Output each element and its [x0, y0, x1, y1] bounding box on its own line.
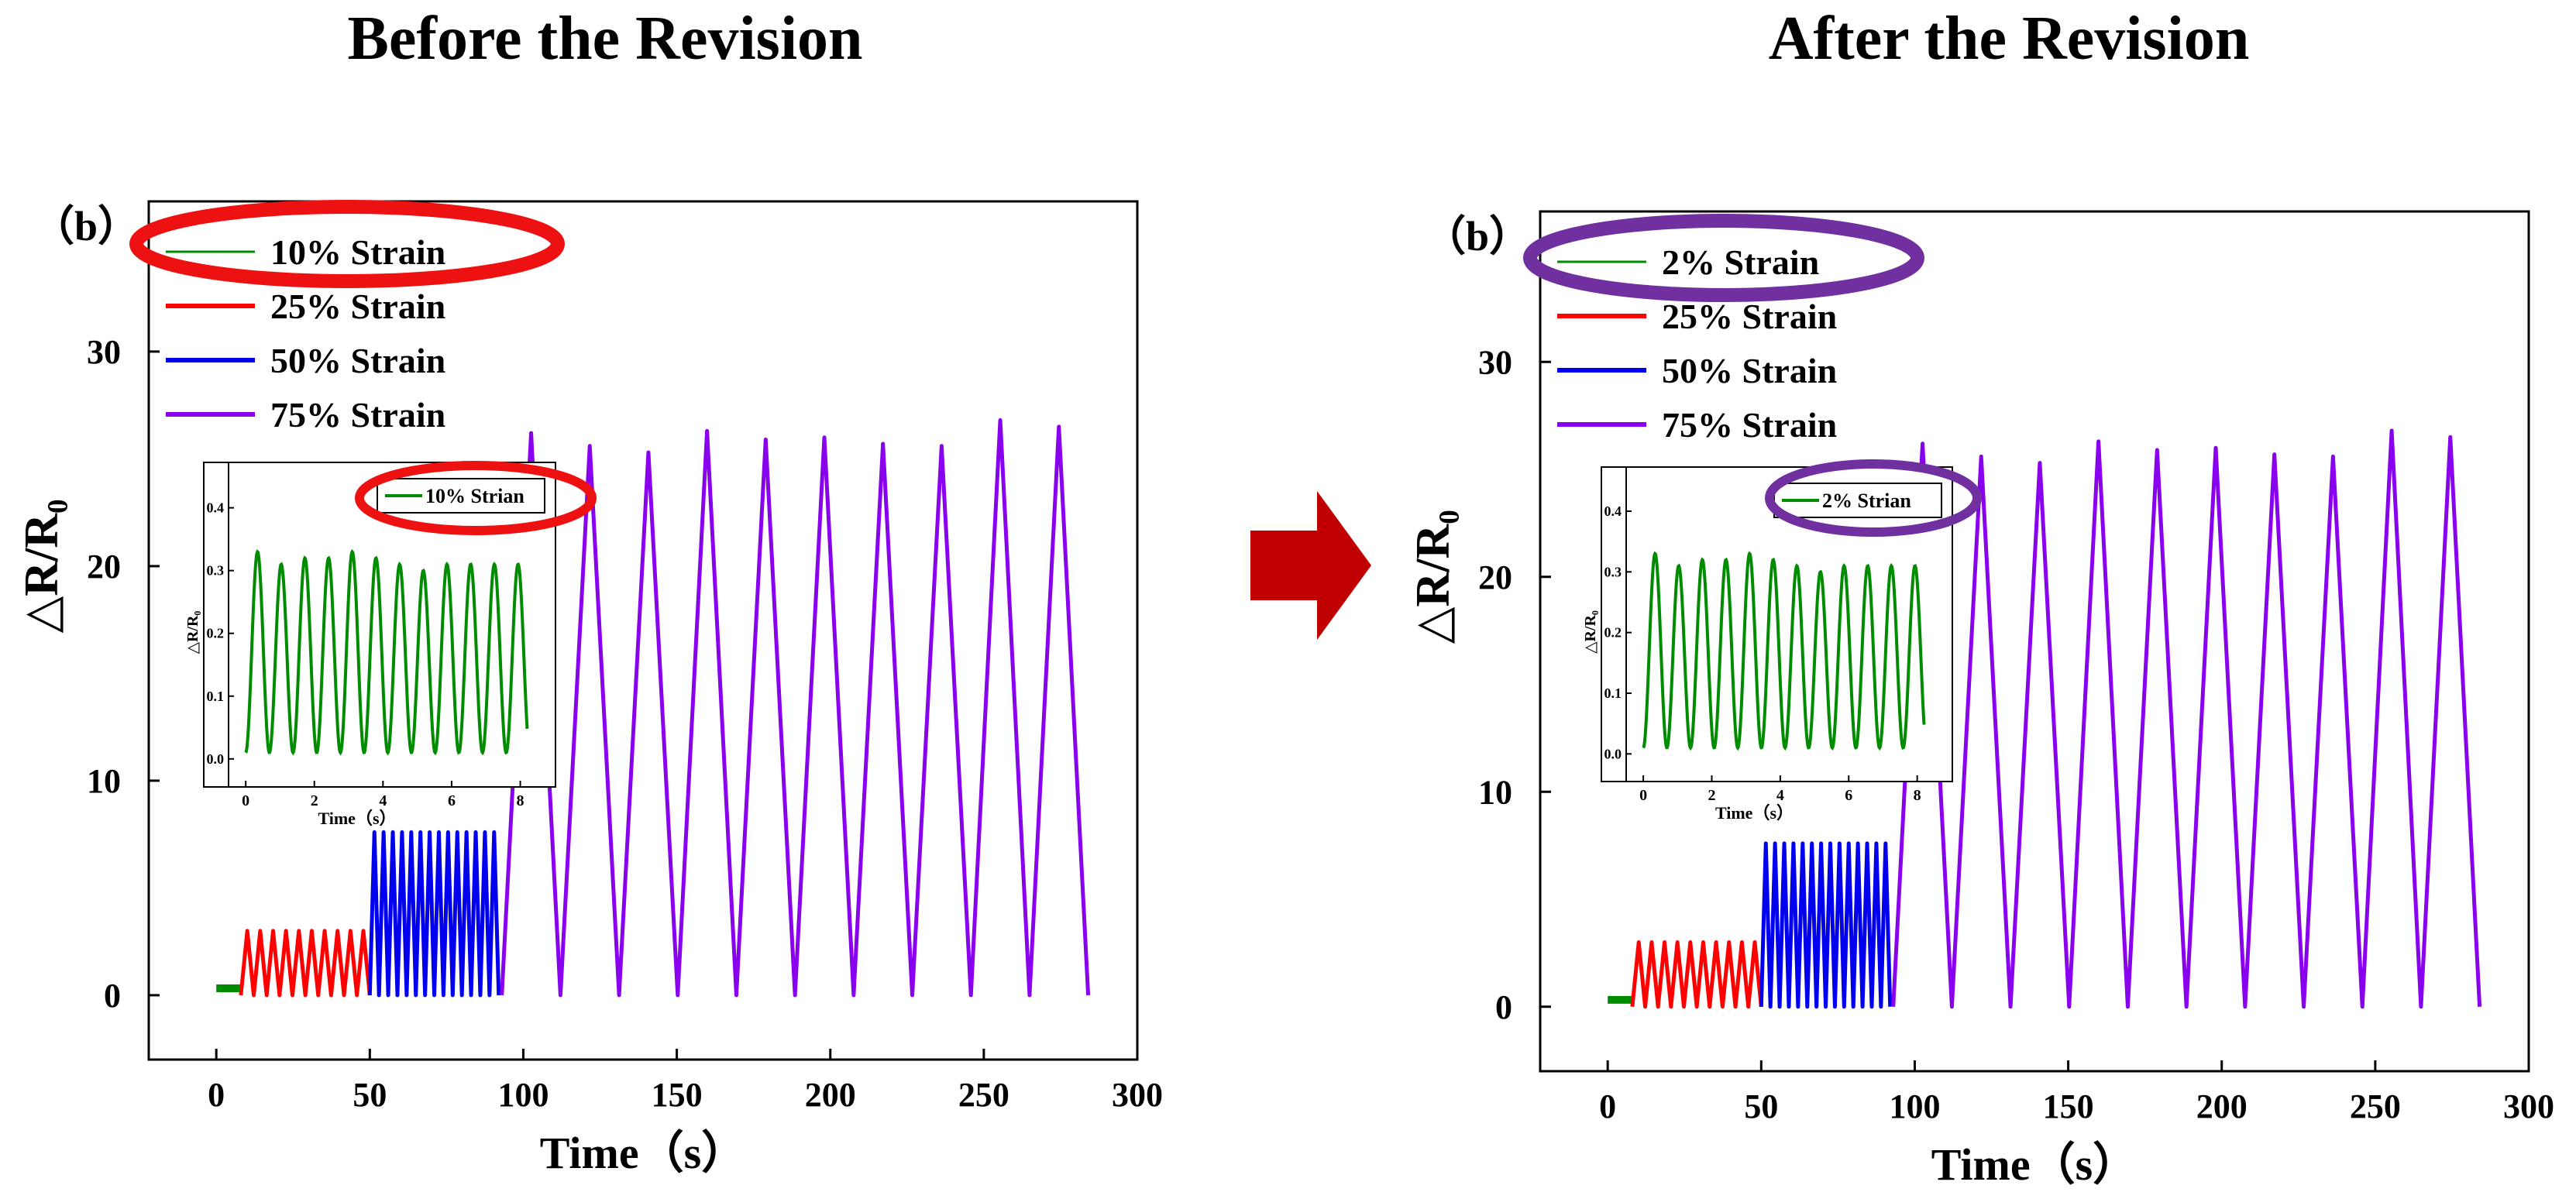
x-tick-label: 0	[1599, 1087, 1616, 1125]
legend-label: 25% Strain	[270, 287, 445, 326]
right-title: After the Revision	[1769, 5, 2250, 73]
inset-legend-label: 10% Strian	[425, 485, 524, 507]
y-tick-label: 10	[1478, 773, 1512, 811]
inset-highlight-ellipse	[1765, 459, 1982, 537]
inset-y-axis-label: △R/R₀	[184, 611, 201, 654]
x-tick-label: 250	[958, 1076, 1009, 1114]
x-tick-label: 100	[1889, 1087, 1940, 1125]
inset-chart: 0 2 4 6 8 0.0 0.1 0.2 0.3 0.4 Time（s） △R/R₀ 2% Stria…	[1582, 466, 1953, 823]
legend-label: 25% Strain	[1662, 297, 1837, 336]
x-tick-label: 50	[353, 1076, 387, 1114]
inset-y-tick-label: 0.0	[1604, 746, 1622, 761]
x-tick-label: 150	[2043, 1087, 2094, 1125]
chart-after-revision: 0 50 100 150 200 250 3000102030Time（s）△R/R₀（b）…	[1407, 210, 2554, 1190]
inset-y-tick-label: 0.2	[207, 626, 225, 641]
inset-legend-label: 2% Strian	[1822, 490, 1911, 512]
x-tick-label: 300	[2503, 1087, 2554, 1125]
inset-y-tick-label: 0.3	[1604, 564, 1622, 579]
series-line-2	[1759, 841, 1893, 1009]
inset-y-tick-label: 0.0	[207, 751, 225, 767]
series-line-1	[239, 929, 372, 998]
inset-legend-box	[377, 478, 545, 514]
inset-x-tick-label: 2	[1708, 787, 1715, 804]
plot-frame	[1539, 210, 2530, 1073]
inset-x-tick-label: 6	[1845, 787, 1852, 804]
inset-y-tick-label: 0.4	[1604, 503, 1622, 519]
inset-y-tick-label: 0.1	[207, 689, 225, 704]
inset-x-tick-label: 8	[517, 792, 524, 809]
series-line-1	[1630, 940, 1763, 1009]
y-tick-label: 20	[1478, 558, 1512, 596]
panel-label: （b）	[33, 203, 139, 249]
inset-x-axis-label: Time（s）	[1715, 803, 1794, 823]
legend-label: 50% Strain	[270, 341, 445, 380]
x-tick-label: 0	[208, 1076, 225, 1114]
inset-x-tick-label: 0	[242, 792, 249, 809]
legend-highlight-ellipse	[1523, 214, 1924, 302]
inset-y-tick-label: 0.3	[207, 563, 225, 579]
chart-before-revision: 0 50 100 150 200 250 3000102030Time（s）△R/R₀（b）…	[15, 200, 1163, 1178]
legend-label: 75% Strain	[1662, 405, 1837, 445]
inset-x-tick-label: 0	[1639, 787, 1647, 804]
x-tick-label: 200	[2196, 1087, 2248, 1125]
y-tick-label: 10	[87, 762, 121, 800]
legend-label: 2% Strain	[1662, 242, 1819, 282]
inset-y-axis-label: △R/R₀	[1582, 610, 1599, 654]
inset-x-axis-label: Time（s）	[318, 809, 396, 828]
y-tick-label: 0	[1495, 988, 1512, 1026]
legend-highlight-ellipse	[129, 200, 565, 288]
inset-chart: 0 2 4 6 8 0.0 0.1 0.2 0.3 0.4 Time（s） △R/R₀ 10% Stri…	[184, 462, 556, 828]
series-line-3	[1891, 428, 2482, 1009]
x-tick-label: 250	[2350, 1087, 2401, 1125]
x-tick-label: 150	[652, 1076, 703, 1114]
x-axis-label: Time（s）	[540, 1128, 746, 1178]
left-title: Before the Revision	[347, 5, 862, 73]
inset-highlight-ellipse	[355, 461, 597, 535]
x-tick-label: 200	[805, 1076, 856, 1114]
x-tick-label: 50	[1744, 1087, 1778, 1125]
x-tick-label: 100	[497, 1076, 549, 1114]
y-tick-label: 20	[87, 548, 121, 586]
series-line-3	[500, 418, 1091, 998]
right-arrow-icon	[1250, 491, 1371, 640]
inset-x-tick-label: 2	[311, 792, 318, 809]
inset-x-tick-label: 4	[1776, 787, 1784, 804]
plot-frame	[147, 200, 1139, 1061]
series-line-2	[367, 830, 501, 998]
panel-label: （b）	[1424, 213, 1531, 259]
y-tick-label: 30	[1478, 343, 1512, 381]
legend-label: 75% Strain	[270, 395, 445, 435]
y-axis-label: △R/R₀	[15, 499, 68, 633]
inset-x-tick-label: 8	[1914, 787, 1921, 804]
x-axis-label: Time（s）	[1931, 1139, 2137, 1190]
legend: 10% Strain 25% Strain 50% Strain 75% Strain	[166, 232, 445, 435]
legend-label: 50% Strain	[1662, 351, 1837, 390]
inset-y-tick-label: 0.1	[1604, 685, 1622, 701]
x-tick-label: 300	[1112, 1076, 1163, 1114]
inset-x-tick-label: 4	[379, 792, 387, 809]
y-tick-label: 30	[87, 333, 121, 371]
inset-y-tick-label: 0.2	[1604, 625, 1622, 641]
inset-x-tick-label: 6	[448, 792, 456, 809]
inset-series-line	[1642, 551, 1926, 751]
legend-label: 10% Strain	[270, 232, 445, 272]
inset-y-tick-label: 0.4	[207, 500, 225, 516]
legend: 2% Strain 25% Strain 50% Strain 75% Strain	[1557, 242, 1837, 445]
inset-series-line	[244, 548, 529, 756]
y-tick-label: 0	[104, 977, 121, 1015]
y-axis-label: △R/R₀	[1407, 510, 1460, 644]
